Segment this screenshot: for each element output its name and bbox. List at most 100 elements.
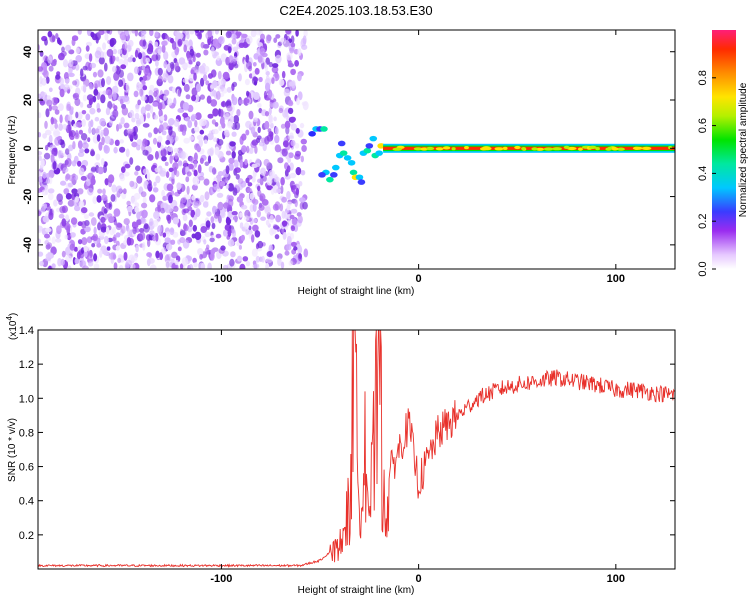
heatmap-cell [237, 255, 242, 262]
heatmap-cell [297, 215, 303, 224]
heatmap-cell [355, 174, 364, 181]
heatmap-cell [185, 176, 190, 183]
heatmap-cell [233, 115, 240, 124]
heatmap-cell [189, 30, 195, 35]
heatmap-cell [287, 100, 294, 107]
heatmap-cell [51, 236, 56, 244]
colorbar-gradient [712, 30, 736, 269]
snr-x-tick-label: 0 [416, 573, 422, 585]
snr-x-axis: -100 0 100 [210, 330, 625, 585]
heatmap-cell [290, 184, 297, 190]
heatmap-cell [38, 210, 42, 217]
heatmap-cell [136, 211, 141, 220]
heatmap-cell [42, 133, 47, 139]
heatmap-cell [280, 123, 286, 129]
spectrogram-x-tick-label: 0 [416, 273, 422, 285]
heatmap-cell [65, 193, 72, 200]
heatmap-cell [143, 224, 150, 233]
heatmap-cell [282, 232, 287, 240]
heatmap-cell [38, 170, 43, 177]
heatmap-cell [286, 165, 291, 173]
heatmap-cell [85, 113, 91, 121]
heatmap-cell [290, 225, 296, 232]
heatmap-cell [113, 71, 120, 81]
heatmap-cell [289, 47, 295, 54]
heatmap-cell [106, 76, 112, 85]
heatmap-cell [168, 126, 173, 136]
heatmap-cell [55, 74, 61, 80]
heatmap-cell [246, 145, 250, 154]
heatmap-cell [137, 99, 142, 106]
heatmap-cell [521, 147, 527, 151]
heatmap-cell [287, 107, 294, 115]
heatmap-cell [240, 33, 245, 42]
heatmap-cell [100, 94, 106, 104]
heatmap-cell [199, 94, 205, 100]
spectrogram-x-axis-title: Height of straight line (km) [298, 286, 415, 297]
heatmap-cell [282, 109, 288, 118]
heatmap-cell [287, 135, 295, 140]
heatmap-cell [200, 41, 205, 49]
heatmap-cell [48, 134, 53, 144]
heatmap-cell [229, 258, 235, 267]
heatmap-cell [99, 250, 103, 258]
heatmap-cell [271, 77, 275, 84]
heatmap-cell [123, 95, 130, 102]
heatmap-cell [107, 174, 115, 184]
heatmap-cell [203, 65, 210, 73]
heatmap-cell [83, 249, 88, 258]
heatmap-cell [136, 144, 141, 151]
heatmap-cell [212, 128, 219, 135]
heatmap-cell [135, 117, 141, 127]
heatmap-cell [134, 49, 139, 58]
heatmap-cell [71, 188, 78, 194]
heatmap-cell [220, 245, 226, 251]
heatmap-cell [55, 33, 59, 39]
heatmap-cell [102, 165, 107, 174]
heatmap-cell [174, 135, 179, 142]
heatmap-cell [172, 217, 180, 225]
heatmap-cell [140, 191, 147, 198]
heatmap-cell [199, 65, 206, 74]
heatmap-cell [81, 110, 87, 115]
spectrogram-y-tick-label: -40 [22, 237, 34, 253]
heatmap-cell [64, 174, 69, 182]
heatmap-cell [195, 208, 201, 218]
heatmap-cell [62, 123, 68, 130]
heatmap-cell [53, 199, 58, 207]
heatmap-cell [86, 256, 93, 263]
heatmap-cell [161, 44, 166, 53]
heatmap-cell [283, 40, 290, 48]
heatmap-cell [245, 120, 252, 129]
heatmap-cell [44, 120, 48, 129]
heatmap-cell [140, 32, 146, 41]
heatmap-cell [149, 84, 155, 91]
heatmap-cell [148, 186, 152, 192]
heatmap-cell [219, 109, 224, 118]
heatmap-cell [99, 118, 106, 127]
heatmap-cell [231, 211, 238, 216]
heatmap-cell [265, 262, 270, 269]
heatmap-cell [238, 99, 245, 105]
heatmap-cell [225, 150, 232, 156]
heatmap-cell [290, 241, 297, 247]
heatmap-cell [113, 105, 118, 111]
heatmap-cell [107, 213, 113, 219]
heatmap-cell [320, 126, 328, 132]
heatmap-cell [110, 194, 116, 202]
heatmap-cell [165, 231, 171, 238]
heatmap-cell [223, 229, 228, 237]
heatmap-cell [104, 62, 108, 72]
heatmap-cell [134, 206, 140, 213]
heatmap-cell [300, 138, 307, 145]
heatmap-cell [181, 257, 189, 267]
heatmap-cell [45, 144, 49, 151]
heatmap-cell [206, 211, 212, 217]
spectrogram-y-tick-label: -20 [22, 189, 34, 205]
heatmap-cell [54, 122, 58, 130]
heatmap-cell [72, 80, 78, 86]
heatmap-cell [246, 61, 252, 70]
heatmap-cell [88, 120, 92, 129]
heatmap-cell [222, 71, 230, 80]
heatmap-cell [167, 74, 174, 84]
